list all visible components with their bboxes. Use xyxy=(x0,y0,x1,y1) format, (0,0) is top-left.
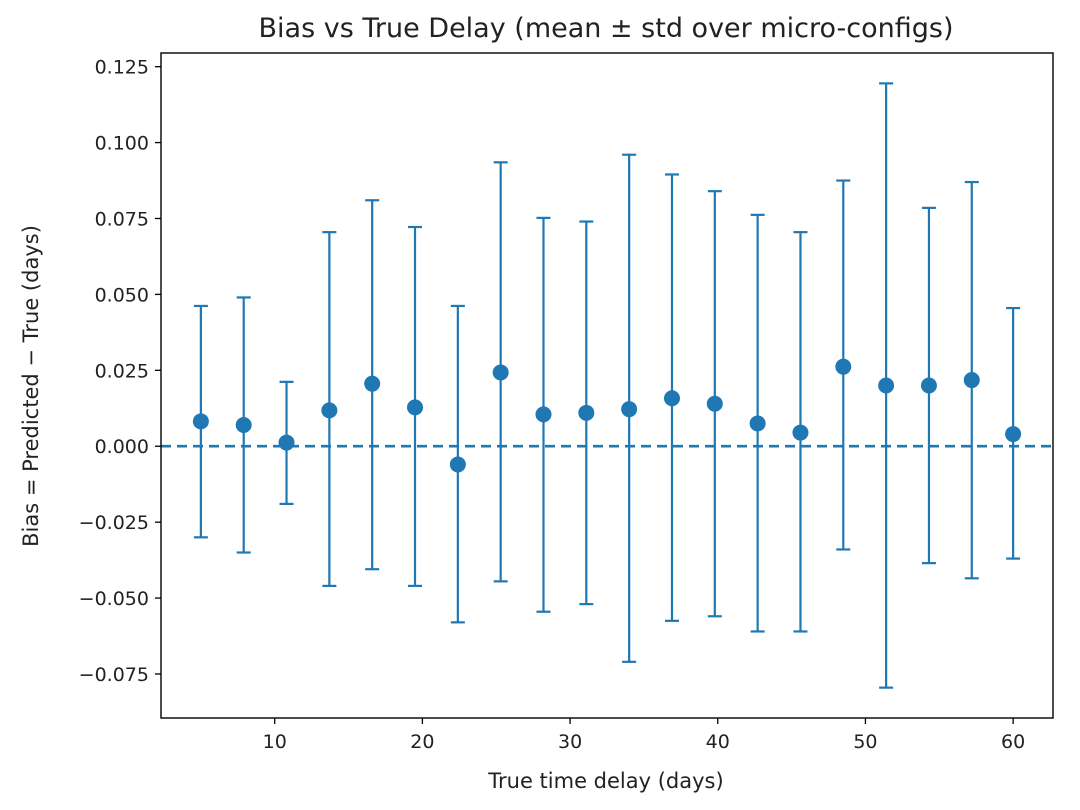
data-point xyxy=(364,375,381,392)
plot-frame xyxy=(160,52,1054,719)
data-point xyxy=(321,402,338,419)
x-tick-label: 40 xyxy=(706,731,730,753)
x-axis-label: True time delay (days) xyxy=(487,769,723,793)
data-point xyxy=(663,390,680,407)
data-point xyxy=(192,413,209,430)
y-tick-label: −0.075 xyxy=(79,664,149,686)
data-point xyxy=(706,395,723,412)
x-tick-label: 50 xyxy=(853,731,877,753)
y-tick-label: −0.025 xyxy=(79,512,149,534)
data-point xyxy=(535,406,552,423)
data-point xyxy=(878,377,895,394)
data-point xyxy=(749,415,766,432)
x-tick-label: 30 xyxy=(558,731,582,753)
x-tick-label: 10 xyxy=(263,731,287,753)
data-point xyxy=(963,372,980,389)
data-point xyxy=(920,377,937,394)
x-tick-label: 60 xyxy=(1001,731,1025,753)
plot-area: 10 20 30 40 50 60 −0.075 −0.050 −0.025 0.000 0.025… xyxy=(79,52,1054,753)
data-point xyxy=(235,416,252,433)
data-point xyxy=(835,358,852,375)
y-tick-label: 0.075 xyxy=(95,208,149,230)
y-tick-label: 0.125 xyxy=(95,57,149,79)
y-tick-label: 0.025 xyxy=(95,360,149,382)
data-point xyxy=(407,399,424,416)
chart-title: Bias vs True Delay (mean ± std over micr… xyxy=(259,13,954,44)
data-point xyxy=(792,424,809,441)
data-point xyxy=(449,456,466,473)
y-tick-label: 0.050 xyxy=(95,284,149,306)
data-point xyxy=(1005,426,1022,443)
y-tick-label: 0.100 xyxy=(95,133,149,155)
y-tick-label: 0.000 xyxy=(95,436,149,458)
data-point xyxy=(578,404,595,421)
x-tick-label: 20 xyxy=(410,731,434,753)
data-point xyxy=(492,364,509,381)
data-point xyxy=(278,434,295,451)
data-point xyxy=(621,401,638,418)
y-tick-label: −0.050 xyxy=(79,588,149,610)
y-axis-label: Bias = Predicted − True (days) xyxy=(19,225,43,547)
